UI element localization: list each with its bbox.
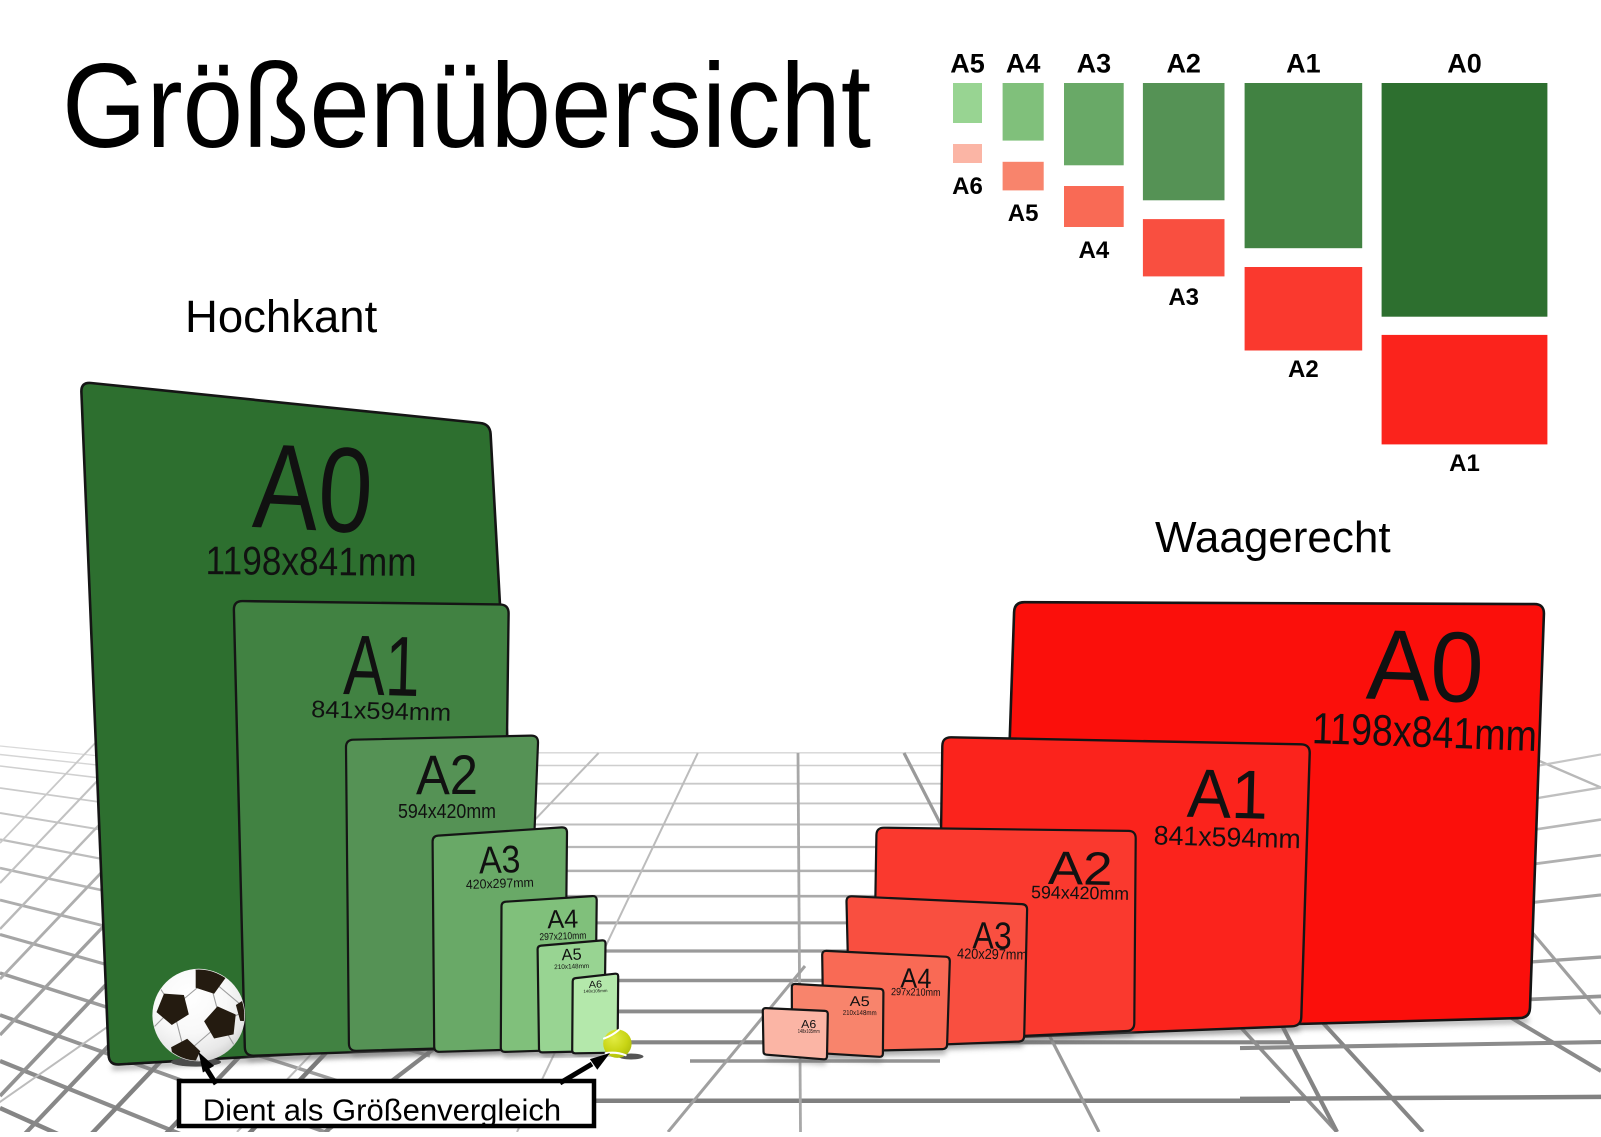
svg-text:A4: A4: [547, 903, 579, 934]
svg-text:297x210mm: 297x210mm: [539, 931, 586, 944]
svg-text:A5: A5: [561, 946, 582, 965]
svg-text:A2: A2: [1166, 49, 1201, 79]
svg-text:420x297mm: 420x297mm: [957, 946, 1027, 963]
svg-text:A2: A2: [416, 743, 478, 806]
svg-text:A3: A3: [1168, 284, 1199, 311]
svg-text:A6: A6: [589, 979, 603, 990]
svg-text:594x420mm: 594x420mm: [1031, 882, 1129, 904]
svg-text:Hochkant: Hochkant: [185, 291, 378, 342]
svg-text:A1: A1: [1286, 49, 1321, 79]
svg-text:A0: A0: [250, 417, 376, 559]
svg-text:148x105mm: 148x105mm: [798, 1029, 820, 1035]
svg-text:Größenübersicht: Größenübersicht: [62, 39, 871, 173]
svg-text:A5: A5: [950, 49, 985, 79]
svg-text:210x148mm: 210x148mm: [843, 1010, 877, 1017]
svg-text:A3: A3: [478, 838, 521, 882]
svg-text:297x210mm: 297x210mm: [891, 986, 941, 999]
svg-text:A1: A1: [343, 618, 421, 715]
svg-text:A4: A4: [1079, 237, 1110, 264]
svg-text:148x105mm: 148x105mm: [583, 988, 608, 994]
svg-text:841x594mm: 841x594mm: [1153, 820, 1301, 854]
svg-text:A3: A3: [1077, 49, 1112, 79]
svg-text:1198x841mm: 1198x841mm: [205, 539, 416, 585]
svg-text:420x297mm: 420x297mm: [466, 875, 534, 892]
svg-text:A4: A4: [900, 963, 932, 995]
svg-text:Dient als Größenvergleich: Dient als Größenvergleich: [203, 1093, 561, 1128]
svg-text:841x594mm: 841x594mm: [311, 696, 452, 727]
svg-text:A1: A1: [1449, 450, 1480, 477]
svg-text:A0: A0: [1365, 609, 1486, 725]
svg-text:A5: A5: [1008, 200, 1039, 227]
svg-text:A6: A6: [801, 1019, 816, 1031]
svg-text:A1: A1: [1186, 755, 1269, 834]
svg-text:Waagerecht: Waagerecht: [1155, 513, 1391, 562]
svg-text:A0: A0: [1447, 49, 1482, 79]
svg-text:A2: A2: [1288, 356, 1319, 383]
svg-text:210x148mm: 210x148mm: [554, 963, 590, 971]
svg-text:A4: A4: [1006, 49, 1041, 79]
svg-text:A3: A3: [972, 915, 1012, 958]
svg-text:1198x841mm: 1198x841mm: [1311, 704, 1538, 761]
svg-text:594x420mm: 594x420mm: [398, 801, 496, 823]
svg-text:A6: A6: [952, 173, 983, 200]
svg-text:A2: A2: [1048, 841, 1114, 895]
svg-text:A5: A5: [850, 993, 870, 1009]
